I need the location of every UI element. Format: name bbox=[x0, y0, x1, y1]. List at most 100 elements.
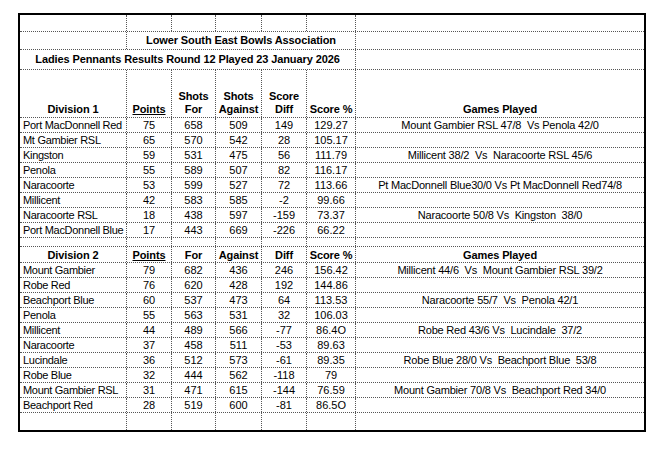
team-name-cell: Naracoorte bbox=[20, 338, 127, 352]
games-played-cell bbox=[356, 278, 644, 292]
shots-against-cell: 615 bbox=[216, 383, 262, 397]
shots-against-cell: 507 bbox=[216, 163, 262, 177]
table-row: Naracoorte37458511-5389.63 bbox=[20, 338, 644, 353]
header-text: Score % bbox=[310, 103, 353, 116]
score-diff-cell: 32 bbox=[262, 308, 307, 322]
column-header: Against bbox=[216, 247, 262, 262]
team-name-cell: Kingston bbox=[20, 148, 127, 162]
empty-cell bbox=[20, 32, 127, 49]
points-cell: 44 bbox=[127, 323, 172, 337]
division-header-row: Division 1PointsShotsForShotsAgainstScor… bbox=[20, 70, 644, 118]
shots-for-cell: 489 bbox=[172, 323, 216, 337]
empty-cell bbox=[356, 238, 644, 246]
empty-cell bbox=[307, 413, 356, 430]
association-title: Lower South East Bowls Association bbox=[127, 32, 356, 49]
score-pct-cell: 113.66 bbox=[307, 178, 356, 192]
team-name-cell: Robe Blue bbox=[20, 368, 127, 382]
empty-cell bbox=[127, 238, 172, 246]
score-pct-cell: 86.4O bbox=[307, 323, 356, 337]
points-cell: 28 bbox=[127, 398, 172, 412]
score-diff-cell: 82 bbox=[262, 163, 307, 177]
score-diff-cell: -77 bbox=[262, 323, 307, 337]
shots-against-cell: 585 bbox=[216, 193, 262, 207]
shots-against-cell: 562 bbox=[216, 368, 262, 382]
games-played-cell bbox=[356, 193, 644, 207]
score-diff-cell: -226 bbox=[262, 223, 307, 237]
score-pct-cell: 73.37 bbox=[307, 208, 356, 222]
points-cell: 60 bbox=[127, 293, 172, 307]
table-row: Beachport Red28519600-8186.5O bbox=[20, 398, 644, 413]
games-played-cell bbox=[356, 223, 644, 237]
games-played-cell: Naracoorte 55/7 Vs Penola 42/1 bbox=[356, 293, 644, 307]
empty-cell bbox=[20, 413, 127, 430]
empty-cell bbox=[356, 32, 644, 49]
points-cell: 55 bbox=[127, 163, 172, 177]
score-diff-cell: 72 bbox=[262, 178, 307, 192]
title-row-round: Ladies Pennants Results Round 12 Played … bbox=[20, 50, 644, 70]
score-diff-cell: -118 bbox=[262, 368, 307, 382]
shots-for-cell: 519 bbox=[172, 398, 216, 412]
column-header: For bbox=[172, 247, 216, 262]
column-header: Diff bbox=[262, 247, 307, 262]
division-2-table: Division 2PointsForAgainstDiffScore %Gam… bbox=[20, 247, 644, 413]
points-cell: 32 bbox=[127, 368, 172, 382]
points-cell: 59 bbox=[127, 148, 172, 162]
shots-for-cell: 658 bbox=[172, 118, 216, 132]
games-played-cell: Millicent 44/6 Vs Mount Gambier RSL 39/2 bbox=[356, 263, 644, 277]
header-text: Against bbox=[219, 248, 259, 262]
points-cell: 17 bbox=[127, 223, 172, 237]
header-text: Against bbox=[219, 103, 259, 116]
shots-for-cell: 682 bbox=[172, 263, 216, 277]
column-header: Points bbox=[127, 247, 172, 262]
page-background: { "titles": { "association": "Lower Sout… bbox=[0, 0, 655, 450]
shots-for-cell: 458 bbox=[172, 338, 216, 352]
shots-against-cell: 475 bbox=[216, 148, 262, 162]
games-played-cell bbox=[356, 398, 644, 412]
team-name-cell: Penola bbox=[20, 163, 127, 177]
shots-for-cell: 620 bbox=[172, 278, 216, 292]
empty-cell bbox=[216, 413, 262, 430]
score-diff-cell: -61 bbox=[262, 353, 307, 367]
shots-for-cell: 443 bbox=[172, 223, 216, 237]
score-pct-cell: 116.17 bbox=[307, 163, 356, 177]
games-played-cell bbox=[356, 368, 644, 382]
division-header-row: Division 2PointsForAgainstDiffScore %Gam… bbox=[20, 247, 644, 263]
header-text: Division 2 bbox=[48, 248, 99, 262]
shots-against-cell: 436 bbox=[216, 263, 262, 277]
score-diff-cell: -81 bbox=[262, 398, 307, 412]
score-diff-cell: -159 bbox=[262, 208, 307, 222]
points-cell: 65 bbox=[127, 133, 172, 147]
column-header: Score % bbox=[307, 70, 356, 117]
empty-cell bbox=[307, 15, 356, 31]
header-text: Points bbox=[132, 248, 165, 262]
shots-for-cell: 438 bbox=[172, 208, 216, 222]
empty-cell bbox=[356, 50, 644, 69]
score-pct-cell: 144.86 bbox=[307, 278, 356, 292]
team-name-cell: Mt Gambier RSL bbox=[20, 133, 127, 147]
points-cell: 36 bbox=[127, 353, 172, 367]
title-row-association: Lower South East Bowls Association bbox=[20, 32, 644, 50]
header-text: Shots bbox=[178, 90, 208, 103]
table-row: Kingston5953147556111.79Millicent 38/2 V… bbox=[20, 148, 644, 163]
table-row: Robe Red76620428192144.86 bbox=[20, 278, 644, 293]
team-name-cell: Millicent bbox=[20, 193, 127, 207]
empty-cell bbox=[172, 413, 216, 430]
header-text: For bbox=[185, 103, 202, 116]
points-cell: 76 bbox=[127, 278, 172, 292]
score-diff-cell: 246 bbox=[262, 263, 307, 277]
results-sheet: Lower South East Bowls Association Ladie… bbox=[18, 13, 646, 432]
table-row: Naracoorte5359952772113.66Pt MacDonnell … bbox=[20, 178, 644, 193]
points-cell: 53 bbox=[127, 178, 172, 192]
table-row: Naracoorte RSL18438597-15973.37Naracoort… bbox=[20, 208, 644, 223]
score-pct-cell: 79 bbox=[307, 368, 356, 382]
score-pct-cell: 66.22 bbox=[307, 223, 356, 237]
column-header: ShotsFor bbox=[172, 70, 216, 117]
shots-for-cell: 531 bbox=[172, 148, 216, 162]
shots-for-cell: 583 bbox=[172, 193, 216, 207]
column-header: ShotsAgainst bbox=[216, 70, 262, 117]
games-played-cell bbox=[356, 308, 644, 322]
games-played-cell: Millicent 38/2 Vs Naracoorte RSL 45/6 bbox=[356, 148, 644, 162]
shots-for-cell: 471 bbox=[172, 383, 216, 397]
spacer-row bbox=[20, 15, 644, 32]
table-row: Robe Blue32444562-11879 bbox=[20, 368, 644, 383]
